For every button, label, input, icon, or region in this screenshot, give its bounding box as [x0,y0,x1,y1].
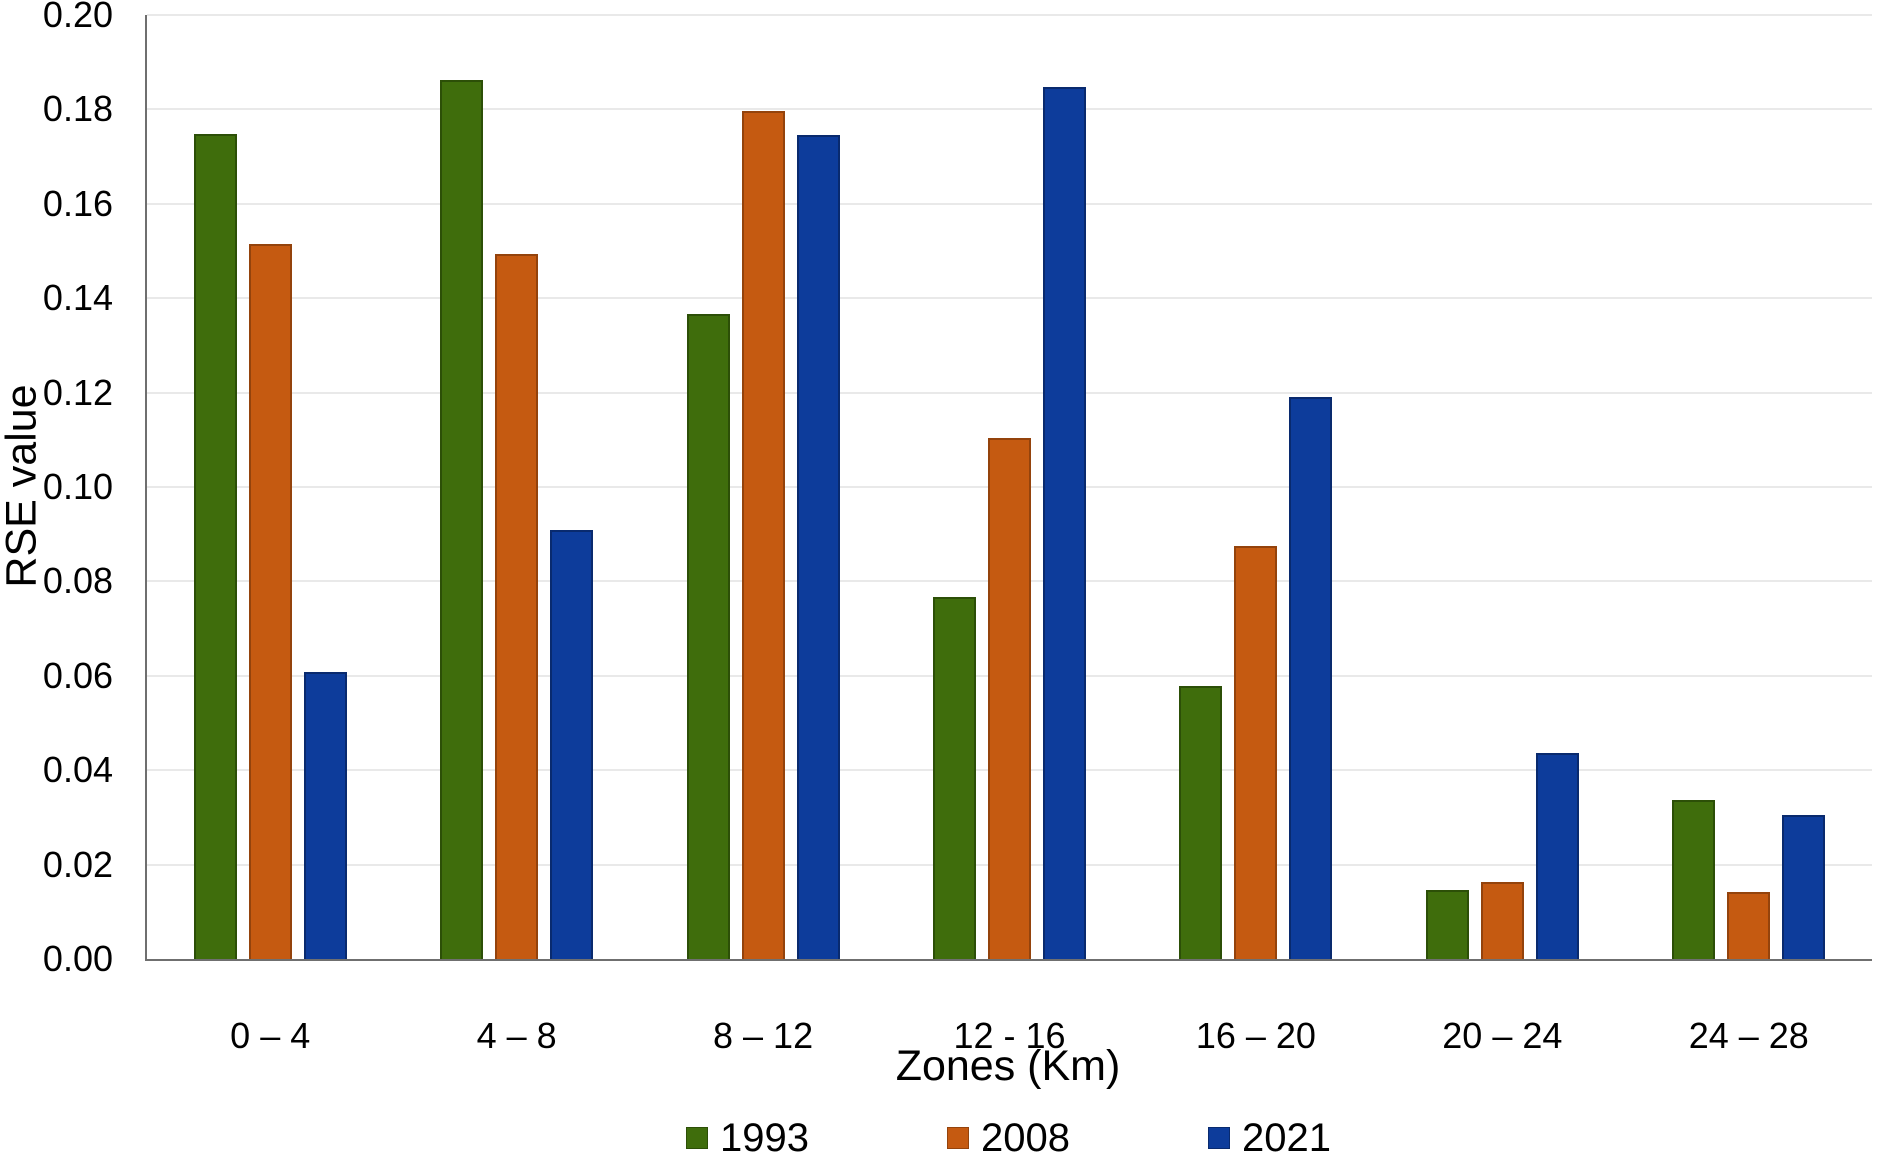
bar-1993 [686,313,730,959]
legend-swatch-1993 [686,1127,709,1149]
bar-2021 [796,134,840,959]
bars-layer [147,15,1872,959]
y-tick-label: 0.04 [42,749,113,791]
x-tick-label: 16 – 20 [1195,1015,1316,1056]
bar-2008 [1727,891,1771,959]
bar-1993 [1179,686,1223,959]
legend-swatch-2021 [1207,1127,1230,1149]
bar-1993 [933,597,976,959]
bar-2021 [550,530,594,959]
x-tick-label: 20 – 24 [1442,1015,1563,1056]
y-tick-label: 0.12 [42,371,113,413]
bar-2008 [1234,546,1278,959]
y-tick-label: 0.18 [42,88,113,130]
legend-item-1993: 1993 [686,1116,809,1160]
gridline [147,108,1872,111]
bar-2008 [495,253,539,959]
legend: 1993 2008 2021 [145,1116,1872,1160]
bar-2021 [1782,815,1826,959]
x-tick-label: 4 – 8 [476,1015,557,1056]
y-tick-label: 0.14 [42,277,113,319]
bar-1993 [440,80,484,959]
bar-1993 [1672,799,1716,959]
y-tick-label: 0.10 [42,466,113,507]
legend-label-1993: 1993 [720,1116,809,1160]
gridline [147,202,1872,205]
y-tick-label: 0.08 [42,560,113,602]
bar-1993 [193,133,237,959]
y-tick-label: 0.02 [42,843,113,885]
y-tick-label: 0.06 [42,654,113,696]
gridline [147,391,1872,394]
bar-2021 [303,671,347,959]
x-tick-label: 0 – 4 [230,1015,311,1056]
legend-label-2008: 2008 [981,1116,1070,1160]
gridline [147,297,1872,300]
bar-2021 [1043,86,1086,959]
y-tick-label: 0.00 [42,938,113,979]
legend-swatch-2008 [947,1127,969,1149]
y-tick-label: 0.20 [42,0,113,35]
legend-item-2021: 2021 [1207,1116,1331,1160]
legend-label-2021: 2021 [1241,1116,1331,1160]
gridline [147,14,1872,16]
bar-1993 [1425,890,1469,959]
bar-2008 [741,110,785,959]
bar-2008 [1480,882,1524,959]
bar-2008 [988,438,1031,959]
bar-2021 [1535,753,1579,959]
x-tick-label: 24 – 28 [1688,1015,1809,1056]
bar-2008 [248,243,292,959]
legend-item-2008: 2008 [947,1116,1070,1160]
bar-2021 [1289,396,1333,959]
x-tick-label: 8 – 12 [713,1015,814,1056]
plot-area [145,14,1872,961]
y-tick-label: 0.16 [42,182,113,224]
x-axis-title: Zones (Km) [895,1042,1121,1090]
x-tick-label: 12 - 16 [953,1015,1066,1056]
